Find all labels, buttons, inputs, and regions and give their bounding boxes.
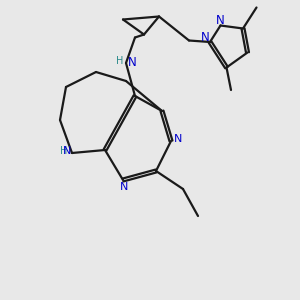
Text: N: N [128, 56, 137, 69]
Text: N: N [119, 182, 128, 192]
Text: H: H [60, 146, 67, 157]
Text: N: N [201, 31, 210, 44]
Text: N: N [63, 146, 71, 157]
Text: N: N [215, 14, 224, 27]
Text: N: N [173, 134, 182, 144]
Text: H: H [116, 56, 123, 67]
